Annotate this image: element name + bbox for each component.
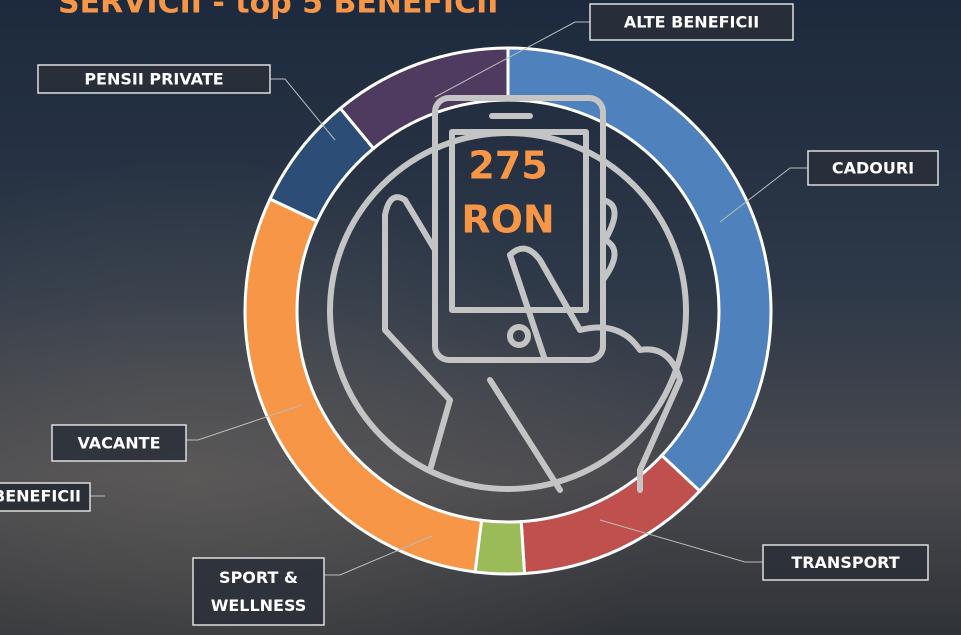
donut-segment xyxy=(475,520,524,574)
category-label: PENSII PRIVATE xyxy=(84,70,223,89)
category-label: ALTE BENEFICII xyxy=(624,13,759,32)
category-label: TRANSPORT xyxy=(791,553,899,572)
chart: SERVICII - top 5 BENEFICII 275 RON CADOU… xyxy=(0,0,961,635)
page: SERVICII - top 5 BENEFICII 275 RON CADOU… xyxy=(0,0,961,635)
side-label: BENEFICII xyxy=(0,487,81,506)
category-label: VACANTE xyxy=(77,434,160,453)
chart-title: SERVICII - top 5 BENEFICII xyxy=(58,0,498,21)
category-label: CADOURI xyxy=(832,159,914,178)
center-value: 275 xyxy=(468,144,547,188)
label-line: SPORT & xyxy=(219,568,298,587)
label-line: WELLNESS xyxy=(211,596,307,615)
center-unit: RON xyxy=(461,198,554,242)
